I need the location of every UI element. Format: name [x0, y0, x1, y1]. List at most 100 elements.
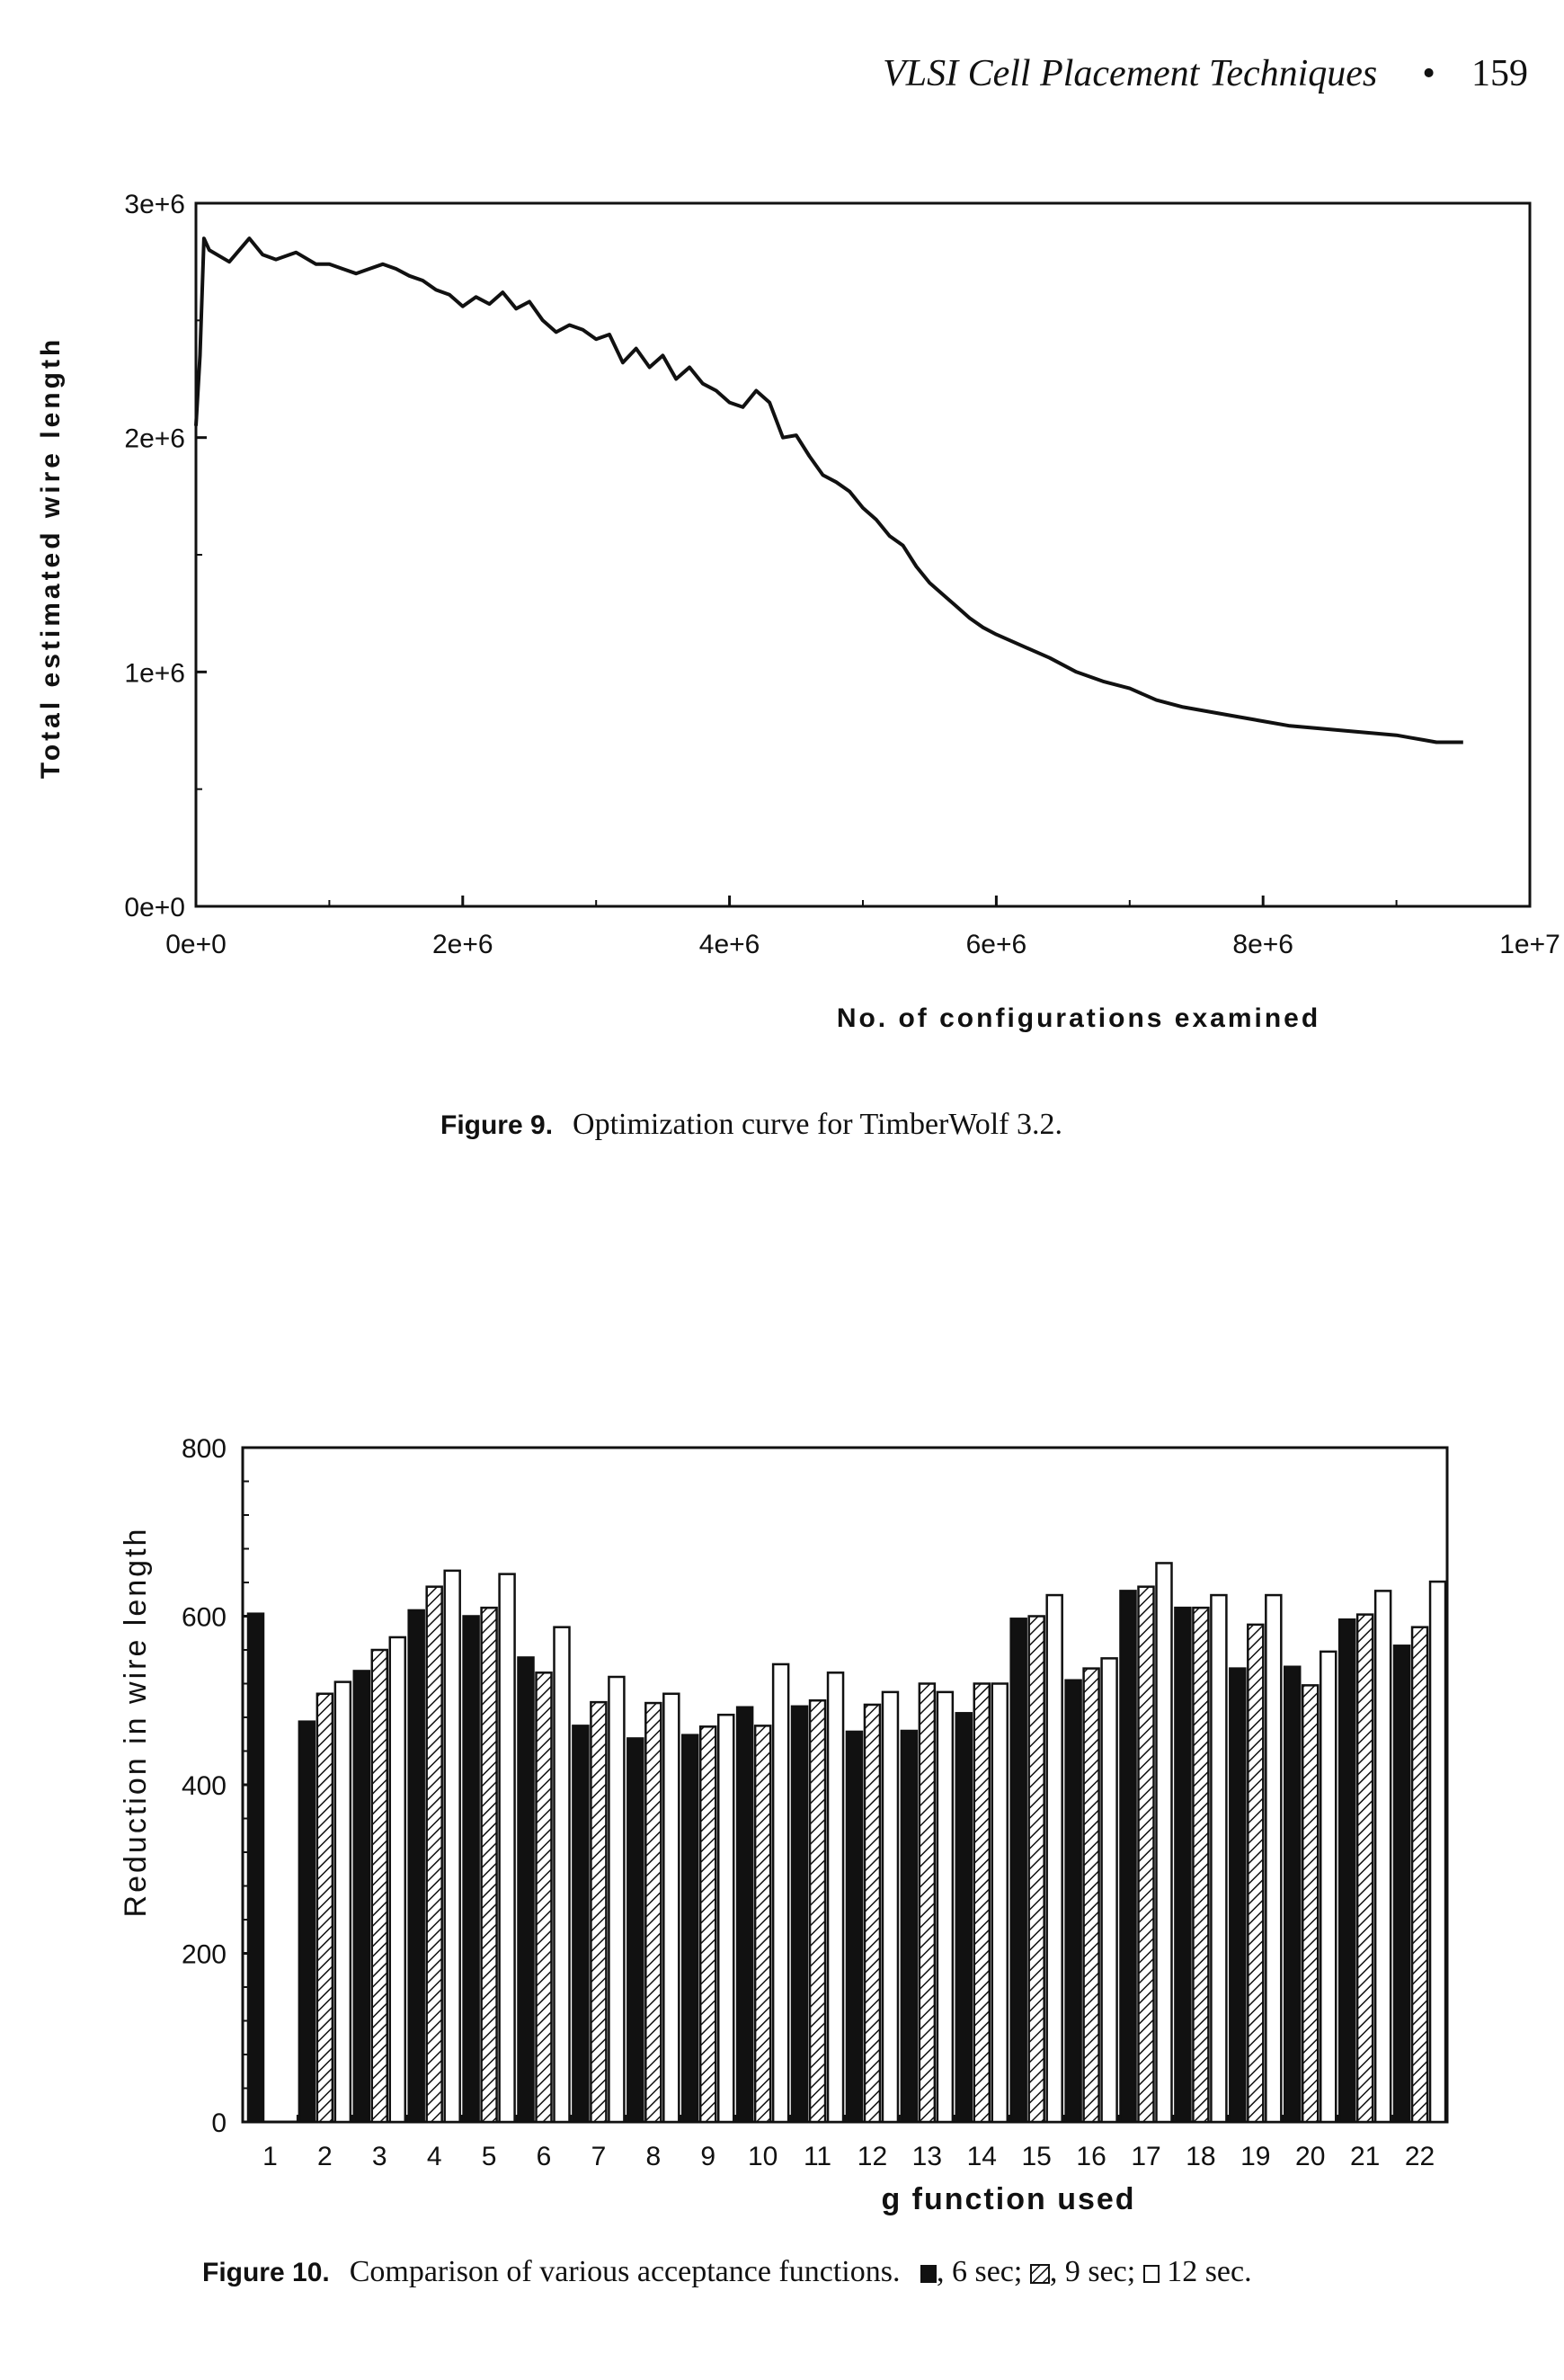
- legend-6sec-label: , 6 sec;: [936, 2255, 1030, 2288]
- figure-10-bar: [1319, 1650, 1337, 2124]
- figure-10-bar: [1337, 1618, 1356, 2124]
- figure-10-bar: [735, 1706, 754, 2124]
- figure-10-x-tick-label: 12: [858, 2142, 887, 2171]
- figure-10-bar: [1247, 1623, 1265, 2124]
- figure-10-bar: [1428, 1580, 1447, 2124]
- figure-10-bar: [425, 1585, 443, 2124]
- figure-10-x-tick-label: 8: [645, 2142, 661, 2171]
- figure-10-x-tick-label: 21: [1350, 2142, 1380, 2171]
- legend-hatched-swatch: [1029, 2264, 1050, 2284]
- figure-10-bar: [881, 1690, 900, 2124]
- figure-10-y-axis-label: Reduction in wire length: [119, 1527, 153, 1918]
- figure-10-caption: Figure 10. Comparison of various acceptan…: [202, 2255, 1252, 2289]
- figure-10-x-tick-label: 13: [912, 2142, 942, 2171]
- figure-9-y-axis-label: Total estimated wire length: [36, 336, 66, 780]
- figure-9-chart: 0e+0 2e+6 4e+6 6e+6 8e+6 1e+7 0e+0 1e+6 2e+6 3e+6…: [36, 190, 1560, 1033]
- figure-10-bar: [716, 1713, 735, 2124]
- figure-10-bar: [900, 1729, 919, 2124]
- figure-9-x-tick-label: 2e+6: [432, 930, 493, 959]
- figure-10-x-tick-label: 20: [1295, 2142, 1325, 2171]
- figure-10-caption-text: Comparison of various acceptance functio…: [349, 2255, 901, 2288]
- figure-10-bar: [790, 1705, 809, 2124]
- figure-10-bar: [1082, 1667, 1100, 2124]
- figure-10-y-tick-label: 0: [211, 2108, 227, 2138]
- figure-10-bar: [1410, 1626, 1429, 2124]
- figure-10-bar: [626, 1737, 644, 2124]
- legend-12sec-label: 12 sec.: [1159, 2255, 1252, 2288]
- figure-9-y-tick-label: 2e+6: [124, 424, 185, 454]
- figure-9-y-tick-label: 3e+6: [124, 190, 185, 219]
- figure-10-bar: [1265, 1593, 1283, 2124]
- figure-9-ticks: 0e+0 2e+6 4e+6 6e+6 8e+6 1e+7 0e+0 1e+6 2e+6 3e+6: [124, 190, 1560, 959]
- figure-10-bar: [1064, 1679, 1082, 2124]
- figure-10-x-tick-label: 6: [537, 2142, 552, 2171]
- figure-10-x-tick-label: 17: [1131, 2142, 1160, 2171]
- figure-10-y-tick-label: 200: [182, 1940, 227, 1970]
- figure-10-bar: [498, 1573, 516, 2124]
- figure-10-bar: [1355, 1613, 1374, 2124]
- figure-10-bar: [608, 1675, 626, 2124]
- figure-9-caption: Figure 9. Optimization curve for TimberWo…: [440, 1108, 1062, 1142]
- figure-10-bar: [1229, 1667, 1247, 2124]
- page-number: 159: [1471, 53, 1528, 94]
- figure-10-label: Figure 10.: [202, 2258, 330, 2287]
- figure-10-bar: [246, 1612, 265, 2124]
- figure-10-bar: [1373, 1590, 1392, 2124]
- figure-10-bar: [407, 1609, 425, 2124]
- figure-10-x-tick-label: 5: [482, 2142, 497, 2171]
- figure-10-bar: [1174, 1606, 1192, 2124]
- figure-10-x-tick-label: 15: [1021, 2142, 1051, 2171]
- figure-10-x-tick-label: 1: [262, 2142, 278, 2171]
- figure-9-x-tick-label: 4e+6: [699, 930, 760, 959]
- figure-9-x-axis-label: No. of configurations examined: [837, 1003, 1320, 1033]
- figure-10-x-tick-label: 10: [748, 2142, 778, 2171]
- figure-10-bar: [1119, 1590, 1137, 2124]
- figure-10-x-tick-label: 11: [804, 2142, 831, 2171]
- figure-10-bar: [845, 1730, 864, 2124]
- figure-10-bar: [1009, 1618, 1027, 2124]
- figure-10-bar: [771, 1662, 790, 2124]
- figure-10-bar: [333, 1680, 352, 2124]
- figure-10-bar: [298, 1720, 316, 2124]
- figure-10-bar: [572, 1725, 590, 2124]
- figure-10-y-tick-label: 600: [182, 1603, 227, 1633]
- figure-10-bar: [936, 1690, 955, 2124]
- figure-10-bars: [246, 1562, 1447, 2124]
- figure-10-bar: [662, 1692, 680, 2124]
- figure-10-bar: [1027, 1615, 1045, 2124]
- figure-10-y-tick-label: 400: [182, 1771, 227, 1801]
- figure-10-y-tick-label: 800: [182, 1434, 227, 1464]
- figure-10-bar: [973, 1682, 991, 2124]
- running-head-title: VLSI Cell Placement Techniques: [883, 53, 1378, 94]
- figure-10-bar: [590, 1700, 608, 2124]
- figure-9-label: Figure 9.: [440, 1110, 554, 1140]
- figure-10-bar: [1192, 1606, 1210, 2124]
- figure-10-bar: [826, 1671, 845, 2124]
- figure-10-x-tick-label: 9: [700, 2142, 715, 2171]
- figure-10-bar: [1301, 1684, 1320, 2124]
- figure-9-optimization-curve: [194, 236, 1463, 744]
- figure-10-bar: [517, 1656, 535, 2124]
- figure-9-caption-text: Optimization curve for TimberWolf 3.2.: [573, 1108, 1062, 1141]
- figure-9-axes: [194, 201, 1532, 908]
- figure-10-x-tick-label: 18: [1186, 2142, 1215, 2171]
- figure-10-bar: [352, 1670, 371, 2124]
- figure-9-x-tick-label: 6e+6: [966, 930, 1027, 959]
- figure-10-bar: [480, 1606, 498, 2124]
- figure-10-bar: [1283, 1665, 1302, 2124]
- figure-10-bar: [1100, 1657, 1118, 2124]
- figure-9-x-tick-label: 0e+0: [165, 930, 227, 959]
- figure-10-bar: [535, 1671, 553, 2124]
- figure-10-bar: [370, 1648, 389, 2124]
- legend-open-swatch: [1142, 2265, 1160, 2283]
- figure-10-x-tick-label: 4: [427, 2142, 442, 2171]
- figure-9-y-tick-label: 0e+0: [124, 893, 185, 923]
- figure-10-bar: [918, 1682, 937, 2124]
- figure-10-x-tick-label: 16: [1076, 2142, 1106, 2171]
- figure-10-bar: [553, 1626, 571, 2124]
- figure-10-bar: [1137, 1585, 1155, 2124]
- figure-10-bar: [644, 1701, 662, 2124]
- figure-10-x-axis-label: g function used: [881, 2182, 1135, 2216]
- figure-10-bar: [315, 1692, 334, 2124]
